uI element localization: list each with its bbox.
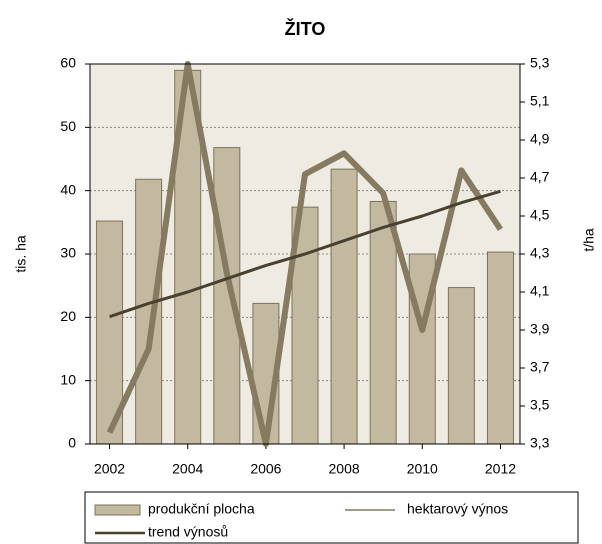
bar — [369, 200, 397, 445]
plot-frame — [89, 63, 521, 445]
y2-tick-label: 4,7 — [530, 169, 550, 185]
y2-tick-label: 5,1 — [530, 93, 550, 109]
x-tick-label: 2006 — [250, 461, 281, 477]
legend-label: hektarový výnos — [407, 501, 508, 517]
x-tick-label: 2012 — [485, 461, 516, 477]
y-tick-label: 20 — [60, 308, 76, 324]
bar — [135, 178, 163, 445]
chart-title: ŽITO — [285, 18, 326, 39]
y-tick-label: 60 — [60, 55, 76, 71]
y-tick-label: 40 — [60, 181, 76, 197]
bar — [447, 287, 475, 445]
trend-line — [109, 189, 501, 319]
legend-label: produkční plocha — [148, 501, 255, 517]
bar — [486, 251, 514, 445]
legend-label: trend výnosů — [148, 524, 228, 540]
x-tick-label: 2002 — [94, 461, 125, 477]
y2-tick-label: 4,1 — [530, 283, 550, 299]
yield-line — [106, 61, 503, 447]
x-tick-label: 2008 — [329, 461, 360, 477]
y-axis-label: tis. ha — [13, 235, 29, 273]
bar — [96, 220, 124, 445]
bar — [213, 147, 241, 445]
y2-tick-label: 3,3 — [530, 435, 550, 451]
y-tick-label: 0 — [68, 435, 76, 451]
y2-tick-label: 4,9 — [530, 131, 550, 147]
x-tick-label: 2004 — [172, 461, 203, 477]
bar — [174, 69, 202, 445]
x-tick-label: 2010 — [407, 461, 438, 477]
y2-tick-label: 4,5 — [530, 207, 550, 223]
y2-tick-label: 4,3 — [530, 245, 550, 261]
bar — [330, 168, 358, 445]
legend — [84, 491, 579, 544]
y-tick-label: 10 — [60, 371, 76, 387]
y2-tick-label: 3,7 — [530, 359, 550, 375]
y-tick-label: 50 — [60, 118, 76, 134]
y2-tick-label: 3,5 — [530, 397, 550, 413]
legend-swatch — [94, 504, 141, 516]
y2-axis-label: t/ha — [581, 228, 597, 252]
y2-tick-label: 5,3 — [530, 55, 550, 71]
y2-tick-label: 3,9 — [530, 321, 550, 337]
y-tick-label: 30 — [60, 245, 76, 261]
